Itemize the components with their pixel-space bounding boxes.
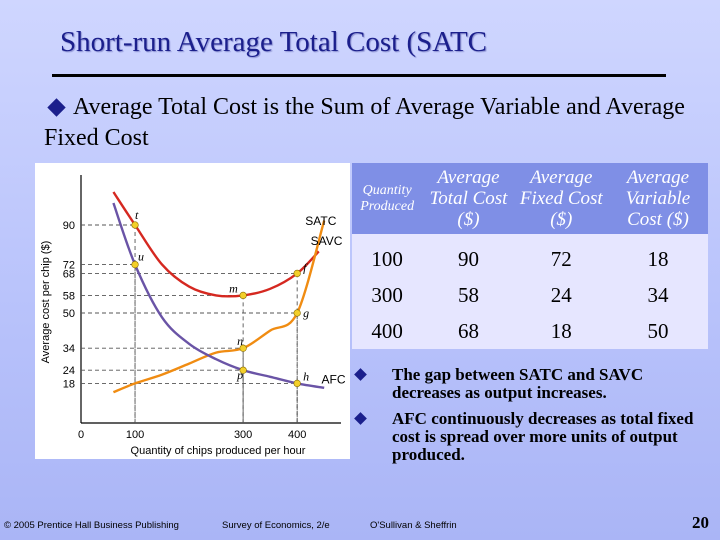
footer-copyright: © 2005 Prentice Hall Business Publishing	[4, 520, 179, 531]
point-label: f	[303, 260, 308, 274]
header-average-fixed-cost: Average Fixed Cost ($)	[514, 163, 608, 234]
diamond-bullet-icon	[354, 412, 367, 425]
data-point	[293, 309, 301, 317]
table-row: 300 58 24 34	[352, 277, 708, 314]
table-cell: 24	[514, 277, 608, 314]
curve-label: AFC	[321, 372, 345, 386]
data-point	[239, 344, 247, 352]
x-tick-label: 100	[126, 429, 144, 441]
chart-svg: Average cost per chip ($) Quantity of ch…	[40, 175, 346, 457]
diamond-bullet-icon	[354, 368, 367, 381]
main-bullet: Average Total Cost is the Sum of Average…	[44, 92, 704, 154]
y-tick-label: 68	[63, 268, 75, 280]
table-cell: 18	[514, 313, 608, 349]
data-point	[293, 269, 301, 277]
y-tick-label: 18	[63, 378, 75, 390]
diamond-bullet-icon	[47, 98, 66, 117]
y-tick-label: 24	[63, 365, 75, 377]
table-row: 100 90 72 18	[352, 234, 708, 278]
data-point	[131, 260, 139, 269]
data-point	[239, 291, 247, 299]
footer-authors: O'Sullivan & Sheffrin	[370, 520, 457, 531]
table-row: 400 68 18 50	[352, 313, 708, 349]
y-tick-label: 72	[63, 260, 75, 272]
series-line-savc	[112, 220, 326, 394]
note-text: AFC continuously decreases as total fixe…	[392, 409, 694, 464]
data-point	[239, 366, 247, 374]
table-cell: 300	[352, 277, 423, 314]
main-bullet-text: Average Total Cost is the Sum of Average…	[44, 94, 685, 151]
point-label: t	[135, 208, 139, 222]
point-label: m	[229, 281, 238, 295]
slide-title: Short-run Average Total Cost (SATC	[60, 26, 488, 58]
header-average-variable-cost: Average Variable Cost ($)	[607, 163, 708, 234]
title-underline	[52, 74, 666, 77]
x-axis-label: Quantity of chips produced per hour	[131, 445, 306, 457]
point-label: h	[303, 369, 309, 383]
point-label: u	[138, 250, 144, 264]
page-number: 20	[692, 513, 709, 532]
header-quantity: Quantity Produced	[352, 163, 423, 234]
notes-list: The gap between SATC and SAVC decreases …	[354, 365, 708, 472]
note-text: The gap between SATC and SAVC decreases …	[392, 365, 644, 402]
table-cell: 100	[352, 234, 423, 278]
point-label: g	[303, 306, 309, 320]
x-tick-label: 300	[234, 429, 252, 441]
series-line-satc	[112, 191, 320, 298]
point-label: n	[237, 334, 243, 348]
table-header-row: Quantity Produced Average Total Cost ($)…	[352, 163, 708, 234]
table-cell: 72	[514, 234, 608, 278]
header-average-total-cost: Average Total Cost ($)	[422, 163, 515, 234]
cost-curves-chart: Average cost per chip ($) Quantity of ch…	[35, 163, 350, 459]
table-cell: 68	[422, 313, 515, 349]
data-point	[131, 221, 139, 229]
table-cell: 400	[352, 313, 423, 349]
series-line-afc	[112, 202, 325, 389]
curve-label: SATC	[305, 214, 336, 228]
y-tick-label: 34	[63, 343, 75, 355]
y-axis-label: Average cost per chip ($)	[40, 241, 52, 364]
data-point	[293, 379, 301, 387]
x-tick-label: 400	[288, 429, 306, 441]
y-tick-label: 58	[63, 290, 75, 302]
cost-table: Quantity Produced Average Total Cost ($)…	[352, 163, 708, 349]
y-tick-label: 90	[63, 220, 75, 232]
y-tick-label: 50	[63, 308, 75, 320]
point-label: p	[236, 368, 243, 382]
table-cell: 50	[607, 313, 708, 349]
note-item: The gap between SATC and SAVC decreases …	[354, 365, 708, 402]
table-cell: 90	[422, 234, 515, 278]
note-item: AFC continuously decreases as total fixe…	[354, 409, 708, 464]
table-cell: 34	[607, 277, 708, 314]
curve-label: SAVC	[311, 234, 343, 248]
footer-book: Survey of Economics, 2/e	[222, 520, 330, 531]
table-cell: 18	[607, 234, 708, 278]
table-cell: 58	[422, 277, 515, 314]
x-tick-label: 0	[78, 429, 84, 441]
